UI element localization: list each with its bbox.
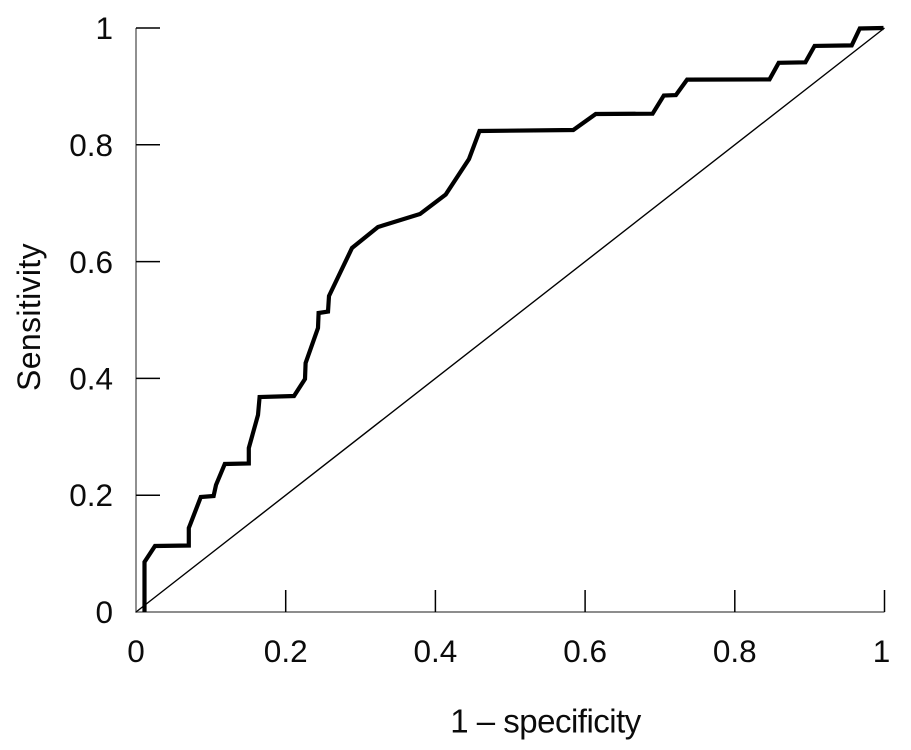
- svg-text:0.8: 0.8: [713, 633, 757, 669]
- svg-text:0.4: 0.4: [69, 361, 113, 397]
- svg-text:0.2: 0.2: [264, 633, 308, 669]
- svg-text:0: 0: [95, 594, 113, 630]
- svg-text:0: 0: [127, 633, 145, 669]
- svg-text:0.4: 0.4: [414, 633, 458, 669]
- svg-text:1 – specificity: 1 – specificity: [450, 703, 642, 740]
- svg-text:Sensitivity: Sensitivity: [11, 243, 47, 391]
- svg-text:0.6: 0.6: [563, 633, 607, 669]
- svg-text:0.2: 0.2: [69, 477, 113, 513]
- svg-text:1: 1: [95, 10, 113, 46]
- svg-text:0.6: 0.6: [69, 244, 113, 280]
- svg-text:1: 1: [873, 633, 891, 669]
- svg-text:0.8: 0.8: [69, 127, 113, 163]
